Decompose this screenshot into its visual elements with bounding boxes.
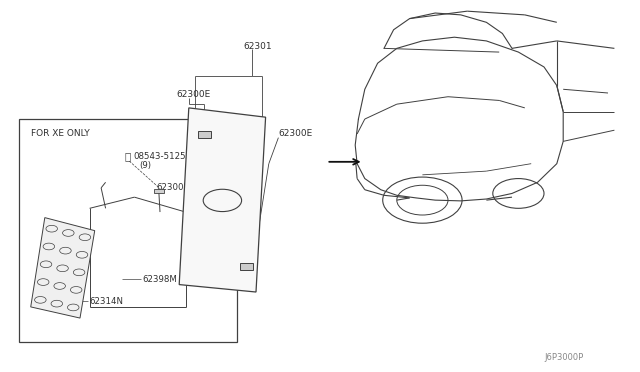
Bar	[198, 131, 211, 138]
Text: 62398M: 62398M	[142, 275, 177, 283]
Text: 62300E: 62300E	[176, 90, 211, 99]
Polygon shape	[179, 108, 266, 292]
Text: 62314N: 62314N	[90, 297, 124, 306]
Text: FOR XE ONLY: FOR XE ONLY	[31, 129, 90, 138]
Text: 62300E: 62300E	[278, 129, 313, 138]
Text: J6P3000P: J6P3000P	[544, 353, 583, 362]
Text: 62300E: 62300E	[157, 183, 190, 192]
Bar	[241, 263, 253, 269]
Bar	[154, 189, 164, 193]
Polygon shape	[31, 218, 95, 318]
Bar	[19, 119, 237, 342]
Text: 08543-5125A: 08543-5125A	[133, 152, 191, 161]
Text: Ⓢ: Ⓢ	[125, 151, 131, 161]
Text: (9): (9)	[140, 161, 152, 170]
Text: 62301: 62301	[243, 42, 272, 51]
